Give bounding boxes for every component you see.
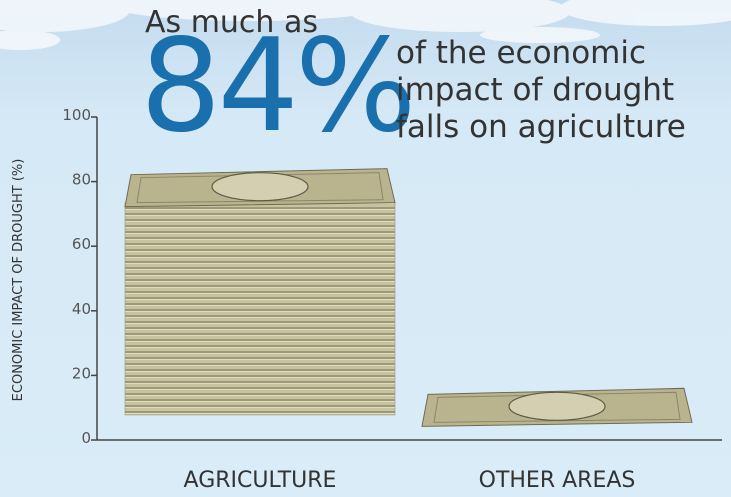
y-axis-label: ECONOMIC IMPACT OF DROUGHT (%)	[11, 159, 26, 402]
y-tick-label: 60	[72, 235, 91, 253]
y-tick-label: 80	[72, 171, 91, 189]
bill-portrait	[211, 172, 309, 202]
y-tick-label: 20	[72, 364, 91, 382]
y-tick-label: 100	[62, 106, 91, 124]
x-tick-label: AGRICULTURE	[184, 468, 337, 493]
bar	[421, 387, 693, 427]
bar	[124, 168, 396, 416]
clouds	[0, 0, 731, 50]
x-tick-label: OTHER AREAS	[479, 468, 636, 493]
bill-border	[136, 172, 384, 204]
bill-portrait	[508, 391, 606, 421]
stack-side	[124, 202, 396, 416]
headline-figure: 84%	[140, 12, 413, 161]
y-tick-label: 40	[72, 300, 91, 318]
headline-tail: impact of drought	[396, 72, 674, 108]
y-tick-label: 0	[81, 429, 91, 447]
headline-lead: As much as	[145, 5, 318, 40]
bill-border	[433, 391, 681, 423]
headline-tail: falls on agriculture	[396, 109, 686, 145]
headline-tail: of the economic	[396, 35, 646, 71]
